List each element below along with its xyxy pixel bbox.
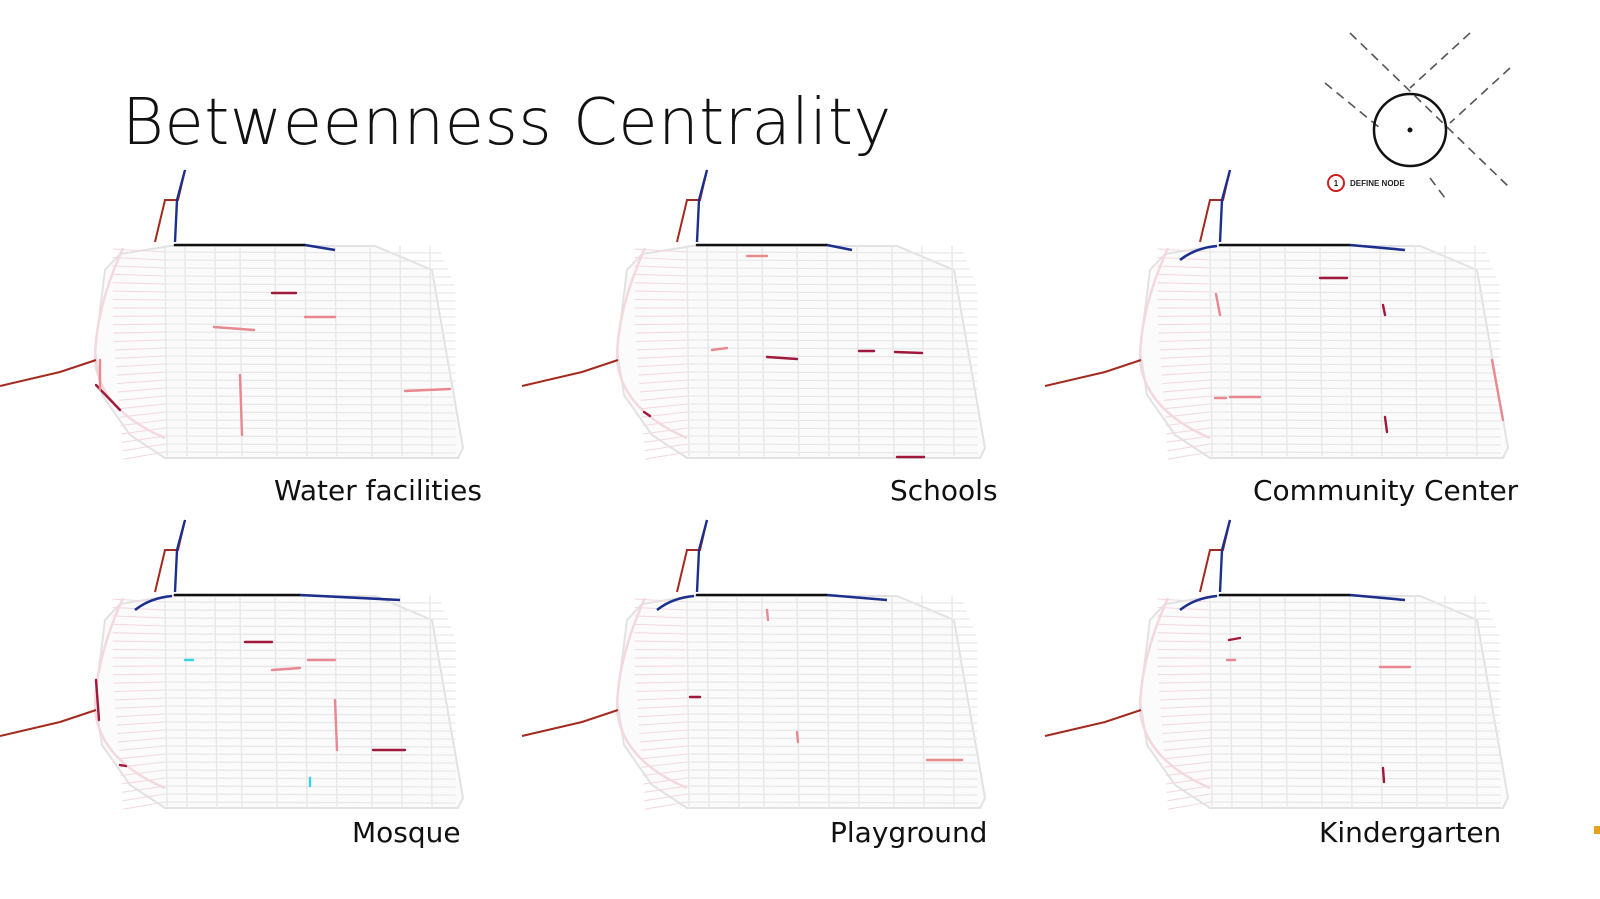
- map-label-kindergarten: Kindergarten: [1319, 816, 1502, 849]
- map-schools: [521, 169, 987, 460]
- map-mosque: [0, 519, 465, 810]
- map-label-water-facilities: Water facilities: [274, 474, 482, 507]
- page-title: Betweenness Centrality: [122, 86, 892, 160]
- legend-label: DEFINE NODE: [1350, 179, 1405, 188]
- map-label-community-center: Community Center: [1253, 474, 1519, 507]
- map-label-playground: Playground: [830, 816, 988, 849]
- legend-number: 1: [1334, 179, 1339, 188]
- map-community-center: [1044, 169, 1510, 460]
- map-playground: [521, 519, 987, 810]
- map-label-schools: Schools: [890, 474, 998, 507]
- map-kindergarten: [1044, 519, 1510, 810]
- map-water-facilities: [0, 169, 465, 460]
- map-label-mosque: Mosque: [352, 816, 461, 849]
- define-node-icon: 1 DEFINE NODE: [1324, 32, 1511, 199]
- corner-accent: [1594, 826, 1600, 834]
